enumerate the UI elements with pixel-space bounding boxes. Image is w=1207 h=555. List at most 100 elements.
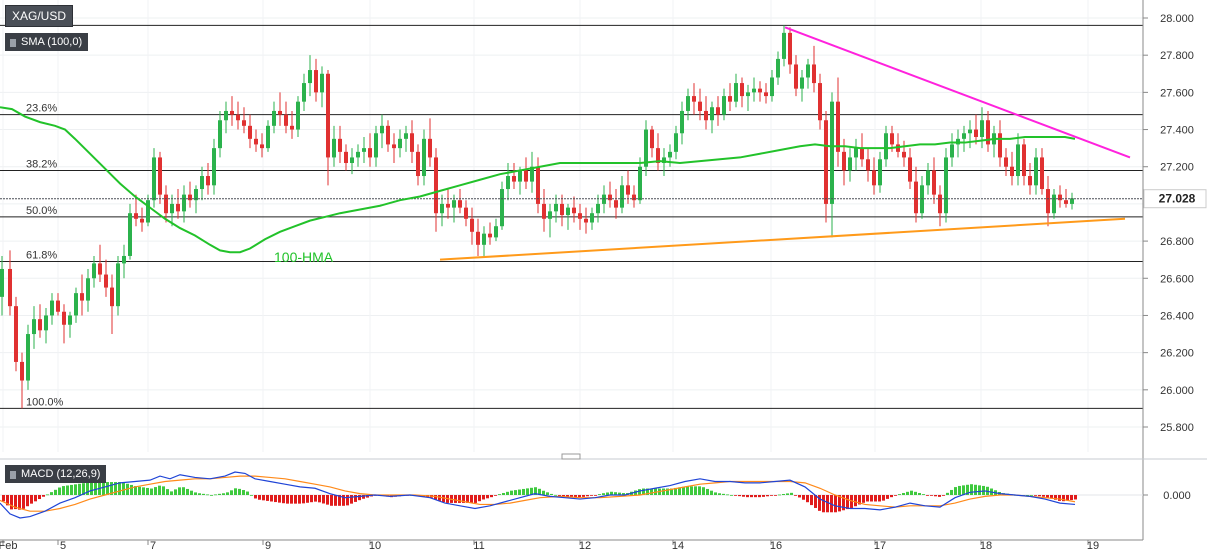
candle-body — [206, 176, 210, 186]
macd-histogram-bar — [826, 495, 829, 513]
macd-histogram-bar — [786, 493, 789, 495]
candle-body — [806, 64, 810, 78]
symbol-label: XAG/USD — [5, 5, 74, 27]
macd-histogram-bar — [470, 495, 473, 503]
macd-histogram-bar — [46, 494, 49, 496]
candle-body — [422, 138, 426, 177]
macd-histogram-bar — [442, 495, 445, 503]
candle-body — [632, 194, 636, 201]
macd-histogram-bar — [806, 495, 809, 503]
macd-histogram-bar — [70, 484, 73, 495]
macd-histogram-bar — [530, 487, 533, 495]
candle-body — [1004, 157, 1008, 167]
macd-histogram-bar — [82, 483, 85, 495]
macd-histogram-bar — [354, 495, 357, 502]
macd-histogram-bar — [78, 483, 81, 495]
macd-histogram-bar — [926, 495, 929, 496]
candle-body — [866, 159, 870, 171]
candle-body — [1070, 198, 1074, 204]
macd-histogram-bar — [978, 485, 981, 495]
macd-histogram-bar — [234, 488, 237, 495]
candle-body — [260, 144, 264, 149]
panel-splitter-handle[interactable] — [561, 453, 581, 460]
hma-annotation: 100-HMA — [274, 249, 334, 265]
candle-body — [638, 166, 642, 201]
macd-histogram-bar — [230, 490, 233, 495]
macd-histogram-bar — [730, 495, 733, 496]
macd-histogram-bar — [338, 495, 341, 506]
candle-body — [374, 133, 378, 158]
candle-body — [350, 157, 354, 164]
candle-body — [140, 218, 144, 223]
macd-histogram-bar — [242, 490, 245, 495]
macd-histogram-bar — [822, 495, 825, 513]
macd-histogram-bar — [902, 492, 905, 495]
macd-histogram-bar — [870, 495, 873, 502]
candle-body — [1010, 166, 1014, 177]
macd-histogram-bar — [1030, 495, 1033, 496]
macd-histogram-bar — [274, 495, 277, 503]
macd-histogram-bar — [934, 495, 937, 497]
macd-histogram-bar — [670, 488, 673, 495]
macd-histogram-bar — [34, 495, 37, 502]
macd-indicator-label[interactable]: MACD (12,26,9) — [5, 465, 107, 483]
sma-indicator-label[interactable]: SMA (100,0) — [5, 33, 89, 51]
macd-histogram-bar — [326, 495, 329, 505]
price-tick-label: 25.800 — [1160, 422, 1194, 434]
macd-histogram-bar — [802, 495, 805, 500]
macd-histogram-bar — [86, 482, 89, 495]
candle-body — [224, 110, 228, 121]
macd-histogram-bar — [858, 495, 861, 505]
candle-body — [434, 157, 438, 214]
candle-body — [962, 133, 966, 139]
macd-histogram-bar — [342, 495, 345, 506]
macd-histogram-bar — [258, 495, 261, 500]
candle-body — [908, 157, 912, 182]
macd-histogram-bar — [762, 495, 765, 497]
macd-histogram-bar — [910, 490, 913, 495]
macd-histogram-bar — [622, 493, 625, 495]
candle-body — [776, 58, 780, 78]
macd-histogram-bar — [298, 495, 301, 504]
candle-body — [302, 83, 306, 102]
macd-histogram-bar — [690, 486, 693, 495]
candle-body — [782, 32, 786, 59]
candle-body — [650, 129, 654, 149]
macd-histogram-bar — [438, 495, 441, 501]
macd-histogram-bar — [898, 494, 901, 495]
macd-histogram-bar — [318, 495, 321, 503]
candle-body — [554, 203, 558, 212]
macd-histogram-bar — [218, 493, 221, 495]
candle-body — [8, 268, 12, 307]
candle-body — [242, 120, 246, 126]
macd-histogram-bar — [886, 495, 889, 499]
macd-histogram-bar — [2, 495, 5, 502]
candle-body — [74, 293, 78, 316]
candle-body — [248, 125, 252, 139]
macd-histogram-bar — [270, 495, 273, 502]
candle-body — [188, 194, 192, 201]
macd-histogram-bar — [810, 495, 813, 506]
macd-histogram-bar — [602, 493, 605, 495]
candle-body — [266, 125, 270, 149]
macd-histogram-bar — [942, 495, 945, 496]
macd-histogram-bar — [974, 484, 977, 495]
macd-histogram-bar — [754, 495, 757, 498]
candle-body — [386, 125, 390, 145]
macd-histogram-bar — [518, 489, 521, 495]
candle-body — [878, 159, 882, 186]
candle-body — [164, 194, 168, 214]
macd-histogram-bar — [514, 490, 517, 495]
resistance-trendline — [784, 26, 1131, 159]
macd-histogram-bar — [738, 495, 741, 497]
candle-body — [158, 157, 162, 195]
candle-body — [518, 170, 522, 182]
candle-body — [428, 138, 432, 158]
macd-histogram-bar — [818, 495, 821, 511]
macd-histogram-bar — [334, 495, 337, 506]
macd-histogram-bar — [498, 494, 501, 495]
candle-body — [572, 207, 576, 214]
macd-histogram-bar — [30, 495, 33, 504]
overlay-lines — [0, 26, 1143, 261]
candle-body — [122, 255, 126, 264]
